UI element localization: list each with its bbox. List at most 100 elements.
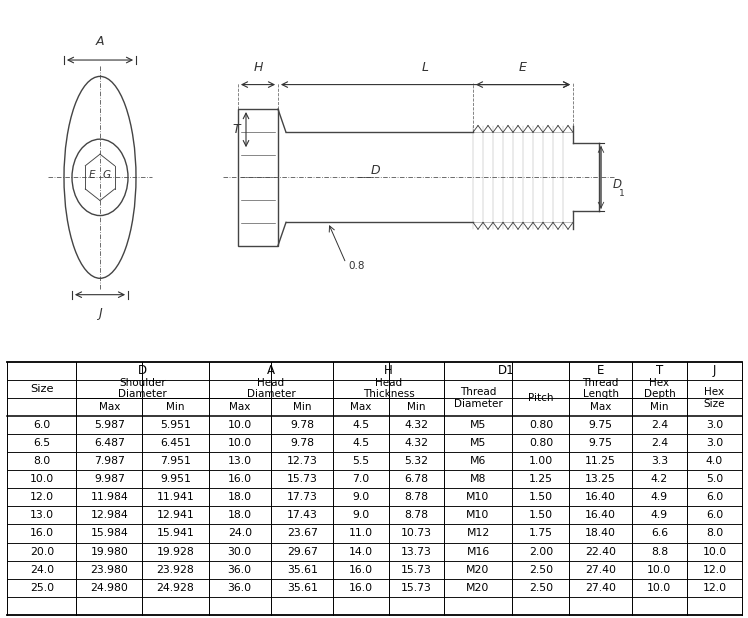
Text: 10.0: 10.0 — [227, 438, 252, 448]
Text: 16.0: 16.0 — [349, 583, 373, 593]
Text: 2.4: 2.4 — [651, 420, 668, 430]
Text: G: G — [103, 169, 111, 180]
Text: 2.50: 2.50 — [529, 583, 553, 593]
Text: 11.984: 11.984 — [91, 493, 128, 502]
Text: 9.0: 9.0 — [352, 510, 370, 520]
Text: 27.40: 27.40 — [585, 583, 616, 593]
Text: 1.75: 1.75 — [529, 528, 553, 538]
Text: 27.40: 27.40 — [585, 565, 616, 575]
Text: 6.0: 6.0 — [34, 420, 51, 430]
Text: J: J — [713, 364, 716, 377]
Text: 2.4: 2.4 — [651, 438, 668, 448]
Text: 36.0: 36.0 — [227, 583, 252, 593]
Text: T: T — [232, 123, 240, 136]
Text: M10: M10 — [466, 510, 490, 520]
Text: Thread
Diameter: Thread Diameter — [454, 387, 503, 408]
Text: 24.928: 24.928 — [156, 583, 194, 593]
Text: 35.61: 35.61 — [286, 583, 318, 593]
Text: Min: Min — [166, 402, 185, 412]
Text: 8.8: 8.8 — [651, 546, 668, 557]
Text: 1.25: 1.25 — [529, 474, 553, 484]
Text: 5.5: 5.5 — [352, 456, 370, 466]
Text: 0.80: 0.80 — [529, 438, 553, 448]
Text: Pitch: Pitch — [528, 392, 554, 403]
Text: Head
Thickness: Head Thickness — [363, 378, 414, 399]
Text: 8.0: 8.0 — [34, 456, 51, 466]
Text: 18.0: 18.0 — [227, 510, 252, 520]
Text: 12.984: 12.984 — [91, 510, 128, 520]
Text: 7.951: 7.951 — [160, 456, 191, 466]
Text: 9.0: 9.0 — [352, 493, 370, 502]
Text: 5.32: 5.32 — [404, 456, 428, 466]
Text: 12.0: 12.0 — [702, 583, 726, 593]
Text: 9.78: 9.78 — [290, 438, 314, 448]
Text: M20: M20 — [466, 583, 490, 593]
Text: 24.0: 24.0 — [227, 528, 252, 538]
Text: 10.0: 10.0 — [647, 583, 672, 593]
Text: E: E — [597, 364, 604, 377]
Text: 11.0: 11.0 — [349, 528, 373, 538]
Text: 16.40: 16.40 — [585, 493, 616, 502]
Text: 6.6: 6.6 — [651, 528, 668, 538]
Text: 15.73: 15.73 — [401, 565, 432, 575]
Text: 23.928: 23.928 — [156, 565, 194, 575]
Text: 3.3: 3.3 — [651, 456, 668, 466]
Text: 9.75: 9.75 — [589, 438, 613, 448]
Text: 3.0: 3.0 — [706, 420, 723, 430]
Text: D1: D1 — [498, 364, 515, 377]
Text: Max: Max — [99, 402, 120, 412]
Text: 4.9: 4.9 — [651, 510, 668, 520]
Text: Hex
Depth: Hex Depth — [643, 378, 675, 399]
Text: D: D — [138, 364, 147, 377]
Text: 11.941: 11.941 — [156, 493, 194, 502]
Text: 18.0: 18.0 — [227, 493, 252, 502]
Text: 36.0: 36.0 — [227, 565, 252, 575]
Text: Size: Size — [30, 384, 54, 394]
Text: E: E — [519, 61, 527, 74]
Text: 4.5: 4.5 — [352, 420, 370, 430]
Text: Min: Min — [293, 402, 311, 412]
Text: 7.987: 7.987 — [94, 456, 125, 466]
Text: 4.0: 4.0 — [706, 456, 723, 466]
Text: 19.980: 19.980 — [91, 546, 129, 557]
Text: Shoulder
Diameter: Shoulder Diameter — [118, 378, 167, 399]
Text: 6.78: 6.78 — [404, 474, 428, 484]
Text: D: D — [613, 178, 622, 191]
Text: 4.32: 4.32 — [404, 438, 428, 448]
Text: 16.0: 16.0 — [30, 528, 54, 538]
Text: 13.25: 13.25 — [585, 474, 616, 484]
Text: Min: Min — [407, 402, 426, 412]
Text: H: H — [384, 364, 393, 377]
Text: 6.487: 6.487 — [94, 438, 125, 448]
Text: 10.0: 10.0 — [227, 420, 252, 430]
Text: 4.32: 4.32 — [404, 420, 428, 430]
Text: L: L — [422, 61, 429, 74]
Text: 17.43: 17.43 — [286, 510, 318, 520]
Text: 12.0: 12.0 — [30, 493, 54, 502]
Text: 8.0: 8.0 — [706, 528, 723, 538]
Text: 25.0: 25.0 — [30, 583, 54, 593]
Text: 19.928: 19.928 — [156, 546, 194, 557]
Text: 2.00: 2.00 — [529, 546, 553, 557]
Text: 11.25: 11.25 — [585, 456, 616, 466]
Text: M8: M8 — [470, 474, 486, 484]
Text: 14.0: 14.0 — [349, 546, 373, 557]
Text: 23.67: 23.67 — [286, 528, 318, 538]
Text: 4.2: 4.2 — [651, 474, 668, 484]
Text: 6.5: 6.5 — [34, 438, 50, 448]
Text: Head
Diameter: Head Diameter — [247, 378, 295, 399]
Text: 0.80: 0.80 — [529, 420, 553, 430]
Text: 15.73: 15.73 — [401, 583, 432, 593]
Text: 13.0: 13.0 — [30, 510, 54, 520]
Text: Thread
Length: Thread Length — [583, 378, 619, 399]
Text: 12.941: 12.941 — [156, 510, 194, 520]
Text: 5.951: 5.951 — [160, 420, 191, 430]
Text: M5: M5 — [470, 420, 486, 430]
Text: 35.61: 35.61 — [286, 565, 318, 575]
Text: 15.73: 15.73 — [286, 474, 318, 484]
Text: 8.78: 8.78 — [404, 510, 428, 520]
Text: 18.40: 18.40 — [585, 528, 616, 538]
Text: M16: M16 — [467, 546, 490, 557]
Text: 16.0: 16.0 — [227, 474, 252, 484]
Text: 0.8: 0.8 — [348, 261, 364, 271]
